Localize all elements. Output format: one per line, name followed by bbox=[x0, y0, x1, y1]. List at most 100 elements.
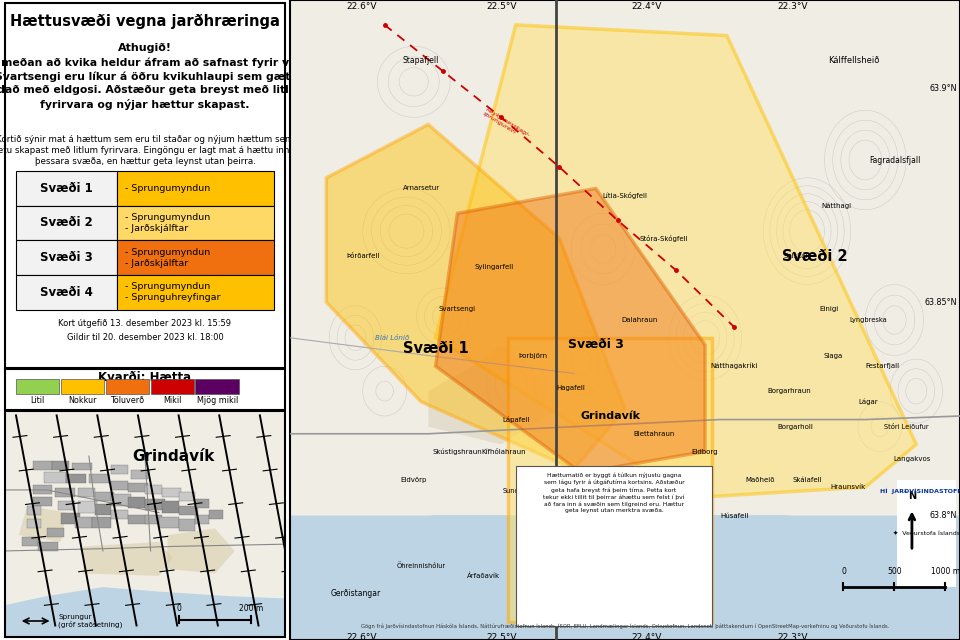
Bar bbox=[16, 171, 117, 205]
Text: N: N bbox=[908, 492, 916, 501]
Text: Skústigshraun: Skústigshraun bbox=[433, 448, 482, 455]
Bar bbox=[16, 205, 117, 240]
Bar bbox=[60, 513, 81, 524]
Bar bbox=[92, 517, 111, 529]
Text: 22.4°V: 22.4°V bbox=[632, 2, 662, 11]
Bar bbox=[78, 488, 94, 497]
Text: Kífhólahraun: Kífhólahraun bbox=[482, 449, 526, 454]
Text: Svæði 4: Svæði 4 bbox=[40, 286, 93, 299]
Bar bbox=[111, 495, 131, 506]
Bar bbox=[16, 379, 60, 394]
Text: Gerðistangar: Gerðistangar bbox=[330, 589, 380, 598]
Bar bbox=[16, 275, 117, 310]
Text: Fagradalsfjall: Fagradalsfjall bbox=[869, 156, 920, 164]
Text: Maðheið: Maðheið bbox=[746, 477, 775, 483]
Bar bbox=[33, 497, 53, 506]
Bar bbox=[196, 515, 209, 524]
Bar bbox=[27, 519, 41, 529]
Bar bbox=[60, 379, 105, 394]
Text: Lítla-Skógfell: Lítla-Skógfell bbox=[603, 192, 647, 199]
Text: ✦  Veðurstofa Íslands: ✦ Veðurstofa Íslands bbox=[893, 531, 960, 536]
Polygon shape bbox=[509, 338, 712, 622]
Text: Gerðavellir: Gerðavellir bbox=[540, 584, 579, 589]
Text: Grindavík: Grindavík bbox=[132, 449, 214, 463]
Bar bbox=[38, 542, 58, 551]
Bar bbox=[117, 240, 274, 275]
Text: 22.5°V: 22.5°V bbox=[486, 633, 516, 640]
Bar bbox=[75, 517, 92, 529]
Text: Stóraból: Stóraból bbox=[611, 595, 639, 600]
Text: Blettahraun: Blettahraun bbox=[634, 431, 675, 436]
Text: 22.6°V: 22.6°V bbox=[346, 633, 376, 640]
Bar bbox=[111, 481, 128, 490]
Text: Blái Lónið: Blái Lónið bbox=[374, 335, 409, 340]
Text: 22.5°V: 22.5°V bbox=[486, 2, 516, 11]
Text: Svæði 1: Svæði 1 bbox=[402, 341, 468, 356]
Bar bbox=[159, 517, 179, 529]
Bar bbox=[128, 515, 148, 524]
Bar bbox=[94, 492, 114, 501]
Bar bbox=[78, 501, 97, 513]
Text: Stapafjell: Stapafjell bbox=[403, 56, 440, 65]
Bar bbox=[117, 275, 274, 310]
Text: Svæði 2: Svæði 2 bbox=[781, 248, 847, 264]
Bar bbox=[209, 510, 224, 519]
Bar bbox=[196, 499, 209, 508]
Bar bbox=[117, 205, 274, 240]
Text: Borgarhraun: Borgarhraun bbox=[768, 388, 811, 394]
Text: 1000 m: 1000 m bbox=[931, 567, 960, 576]
Bar bbox=[106, 379, 149, 394]
Text: 0: 0 bbox=[177, 604, 181, 613]
Bar bbox=[66, 474, 86, 483]
Bar bbox=[128, 497, 145, 508]
Text: Gögn frá Jarðvísindastofnun Háskóla Íslands, Náttúrufræðistofnun Íslands, ÍSOR, : Gögn frá Jarðvísindastofnun Háskóla Ísla… bbox=[361, 623, 889, 629]
Text: - Sprungumyndun
- Jarðskjálftar: - Sprungumyndun - Jarðskjálftar bbox=[126, 248, 210, 268]
Bar bbox=[22, 538, 38, 547]
Text: Sylingarfell: Sylingarfell bbox=[474, 264, 514, 269]
Text: Töluverð: Töluverð bbox=[110, 396, 145, 405]
Text: Sundvorða: Sundvorða bbox=[570, 513, 607, 518]
Bar bbox=[145, 485, 162, 495]
Bar bbox=[145, 499, 164, 510]
Text: Sundvörðuhraun: Sundvörðuhraun bbox=[503, 488, 558, 493]
Text: Stóra-Skógfell: Stóra-Skógfell bbox=[640, 235, 688, 242]
Text: Hættusvæði vegna jarðhræringa: Hættusvæði vegna jarðhræringa bbox=[10, 14, 280, 29]
Polygon shape bbox=[167, 529, 234, 573]
Bar bbox=[44, 472, 66, 483]
Bar bbox=[53, 461, 69, 470]
Text: 22.3°V: 22.3°V bbox=[778, 2, 807, 11]
Text: Athugið!: Athugið! bbox=[118, 44, 172, 53]
Bar bbox=[151, 379, 194, 394]
Bar bbox=[145, 515, 162, 524]
Bar bbox=[162, 501, 179, 513]
Text: Sprungur
(gróf staðsetning): Sprungur (gróf staðsetning) bbox=[58, 614, 123, 628]
Text: 63.8°N: 63.8°N bbox=[929, 511, 957, 520]
Text: Kortið sýnir mat á hættum sem eru til staðar og nýjum hættum sem
gætu skapast me: Kortið sýnir mat á hættum sem eru til st… bbox=[0, 134, 300, 166]
Text: Á meðan að kvika heldur áfram að safnast fyrir við
Svartsengi eru líkur á öðru k: Á meðan að kvika heldur áfram að safnast… bbox=[0, 56, 308, 110]
Text: Kort útgefið 13. desember 2023 kl. 15:59: Kort útgefið 13. desember 2023 kl. 15:59 bbox=[59, 319, 231, 328]
Text: Dalahraun: Dalahraun bbox=[621, 317, 658, 323]
Bar bbox=[179, 506, 198, 515]
Text: Jörgenfarstaðavík: Jörgenfarstaðavík bbox=[560, 605, 618, 611]
Text: Hættumatið er byggt á túlkun nýjustu gagna
sem lágu fyrir á útgáfutíma kortsins.: Hættumatið er byggt á túlkun nýjustu gag… bbox=[543, 473, 684, 513]
Text: Árfaðavík: Árfaðavík bbox=[468, 573, 500, 579]
Bar bbox=[179, 519, 196, 531]
Text: Mjög mikil: Mjög mikil bbox=[197, 396, 238, 405]
Text: Lyngbreska: Lyngbreska bbox=[850, 317, 887, 323]
Text: 22.3°V: 22.3°V bbox=[778, 633, 807, 640]
Polygon shape bbox=[290, 516, 960, 640]
Text: Langakvos: Langakvos bbox=[893, 456, 930, 461]
Polygon shape bbox=[84, 542, 173, 576]
Text: Borgarholl: Borgarholl bbox=[778, 424, 813, 429]
Text: 63.9°N: 63.9°N bbox=[929, 84, 957, 93]
Text: Slaga: Slaga bbox=[824, 353, 843, 358]
Text: Öhreinnishólur: Öhreinnishólur bbox=[396, 562, 445, 569]
Bar bbox=[94, 504, 111, 515]
Text: Svæði 3: Svæði 3 bbox=[40, 251, 93, 264]
Text: Svæði 1: Svæði 1 bbox=[40, 182, 93, 195]
Bar bbox=[196, 379, 239, 394]
Text: 500: 500 bbox=[887, 567, 901, 576]
Polygon shape bbox=[436, 188, 705, 473]
Text: Skálafell: Skálafell bbox=[792, 477, 822, 483]
Text: Festarfjall: Festarfjall bbox=[866, 364, 900, 369]
